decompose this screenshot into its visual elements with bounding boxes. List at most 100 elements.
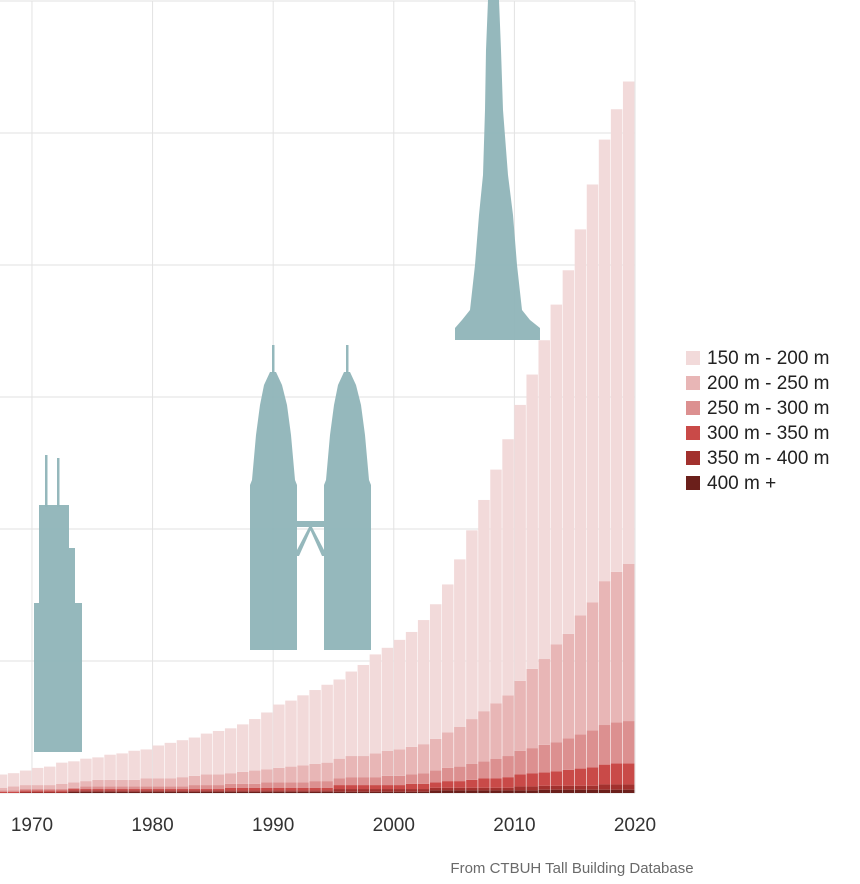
bar-segment (454, 781, 465, 788)
bar-segment (153, 789, 164, 790)
bar-segment (346, 789, 357, 792)
bar-segment (526, 773, 537, 786)
x-tick-label: 1980 (131, 815, 173, 836)
bar-segment (0, 788, 7, 791)
bar-segment (490, 759, 501, 779)
bar-segment (358, 665, 369, 756)
bar-segment (273, 792, 284, 793)
bar-segment (309, 788, 320, 791)
bar-segment (526, 786, 537, 790)
bar-segment (382, 776, 393, 785)
bar-segment (104, 792, 115, 793)
bar-segment (575, 229, 586, 615)
bar-segment (128, 789, 139, 790)
bar-segment (346, 785, 357, 789)
bar-segment (237, 788, 248, 791)
bar-segment (141, 790, 152, 791)
bar-segment (539, 790, 550, 793)
bar-segment (575, 790, 586, 793)
bar-segment (333, 679, 344, 758)
bar-segment (551, 742, 562, 771)
bar-segment (514, 790, 525, 793)
bar-segment (623, 564, 634, 721)
antenna (45, 455, 48, 507)
bar-segment (249, 790, 260, 791)
bar-segment (526, 669, 537, 748)
bar-segment (213, 731, 224, 775)
bar-segment (177, 786, 188, 789)
bar-segment (92, 789, 103, 790)
bar-segment (539, 340, 550, 659)
bar-segment (189, 790, 200, 791)
bar-segment (297, 695, 308, 765)
bar-segment (44, 790, 55, 791)
bar-segment (213, 775, 224, 786)
bar-segment (418, 744, 429, 773)
petronas-towers (250, 345, 371, 650)
bar-segment (297, 790, 308, 791)
bar-segment (442, 732, 453, 768)
bar-segment (68, 792, 79, 793)
bar-segment (611, 763, 622, 784)
bar-segment (213, 790, 224, 791)
bar-segment (490, 778, 501, 787)
bar-segment (68, 788, 79, 789)
spire (346, 345, 349, 373)
bar-segment (611, 109, 622, 572)
bar-segment (418, 792, 429, 793)
bar-segment (141, 778, 152, 786)
bar-segment (321, 781, 332, 788)
bar-segment (128, 792, 139, 793)
bar-segment (418, 784, 429, 789)
bar-segment (539, 773, 550, 786)
bar-segment (551, 790, 562, 793)
bar-segment (587, 184, 598, 602)
x-tick-label: 2000 (373, 815, 415, 836)
bar-segment (213, 785, 224, 789)
bar-segment (478, 711, 489, 761)
bar-segment (297, 765, 308, 782)
bar-segment (394, 792, 405, 793)
bar-segment (116, 790, 127, 791)
bar-segment (346, 792, 357, 793)
page: {"chart_data": { "type": "stacked-bar", … (0, 0, 860, 879)
bar-segment (370, 777, 381, 785)
bar-segment (358, 792, 369, 793)
bar-segment (68, 782, 79, 787)
skybridge (297, 521, 324, 527)
legend-label: 400 m + (707, 473, 776, 494)
bar-segment (490, 790, 501, 793)
bar-segment (539, 786, 550, 790)
bar-segment (104, 790, 115, 791)
bar-segment (382, 751, 393, 776)
source-note: From CTBUH Tall Building Database (450, 860, 693, 877)
bar-segment (551, 645, 562, 743)
bar-segment (68, 790, 79, 791)
bar-segment (406, 775, 417, 784)
bar-segment (442, 788, 453, 791)
bar-segment (526, 375, 537, 669)
spire (272, 345, 275, 373)
bar-segment (370, 785, 381, 789)
bar-segment (478, 778, 489, 787)
bar-segment (261, 788, 272, 791)
bar-segment (285, 790, 296, 791)
bar-segment (249, 719, 260, 770)
bar-segment (92, 780, 103, 787)
bar-segment (116, 753, 127, 779)
bar-segment (261, 790, 272, 791)
bar-segment (177, 790, 188, 791)
legend-label: 350 m - 400 m (707, 448, 830, 469)
bar-segment (599, 725, 610, 765)
bar-segment (539, 745, 550, 773)
bar-segment (165, 789, 176, 790)
bar-segment (189, 789, 200, 790)
bar-segment (358, 756, 369, 777)
bar-segment (478, 790, 489, 793)
bar-segment (249, 784, 260, 788)
bar-segment (478, 761, 489, 778)
bar-segment (466, 719, 477, 764)
bar-segment (623, 790, 634, 793)
bar-segment (370, 654, 381, 753)
